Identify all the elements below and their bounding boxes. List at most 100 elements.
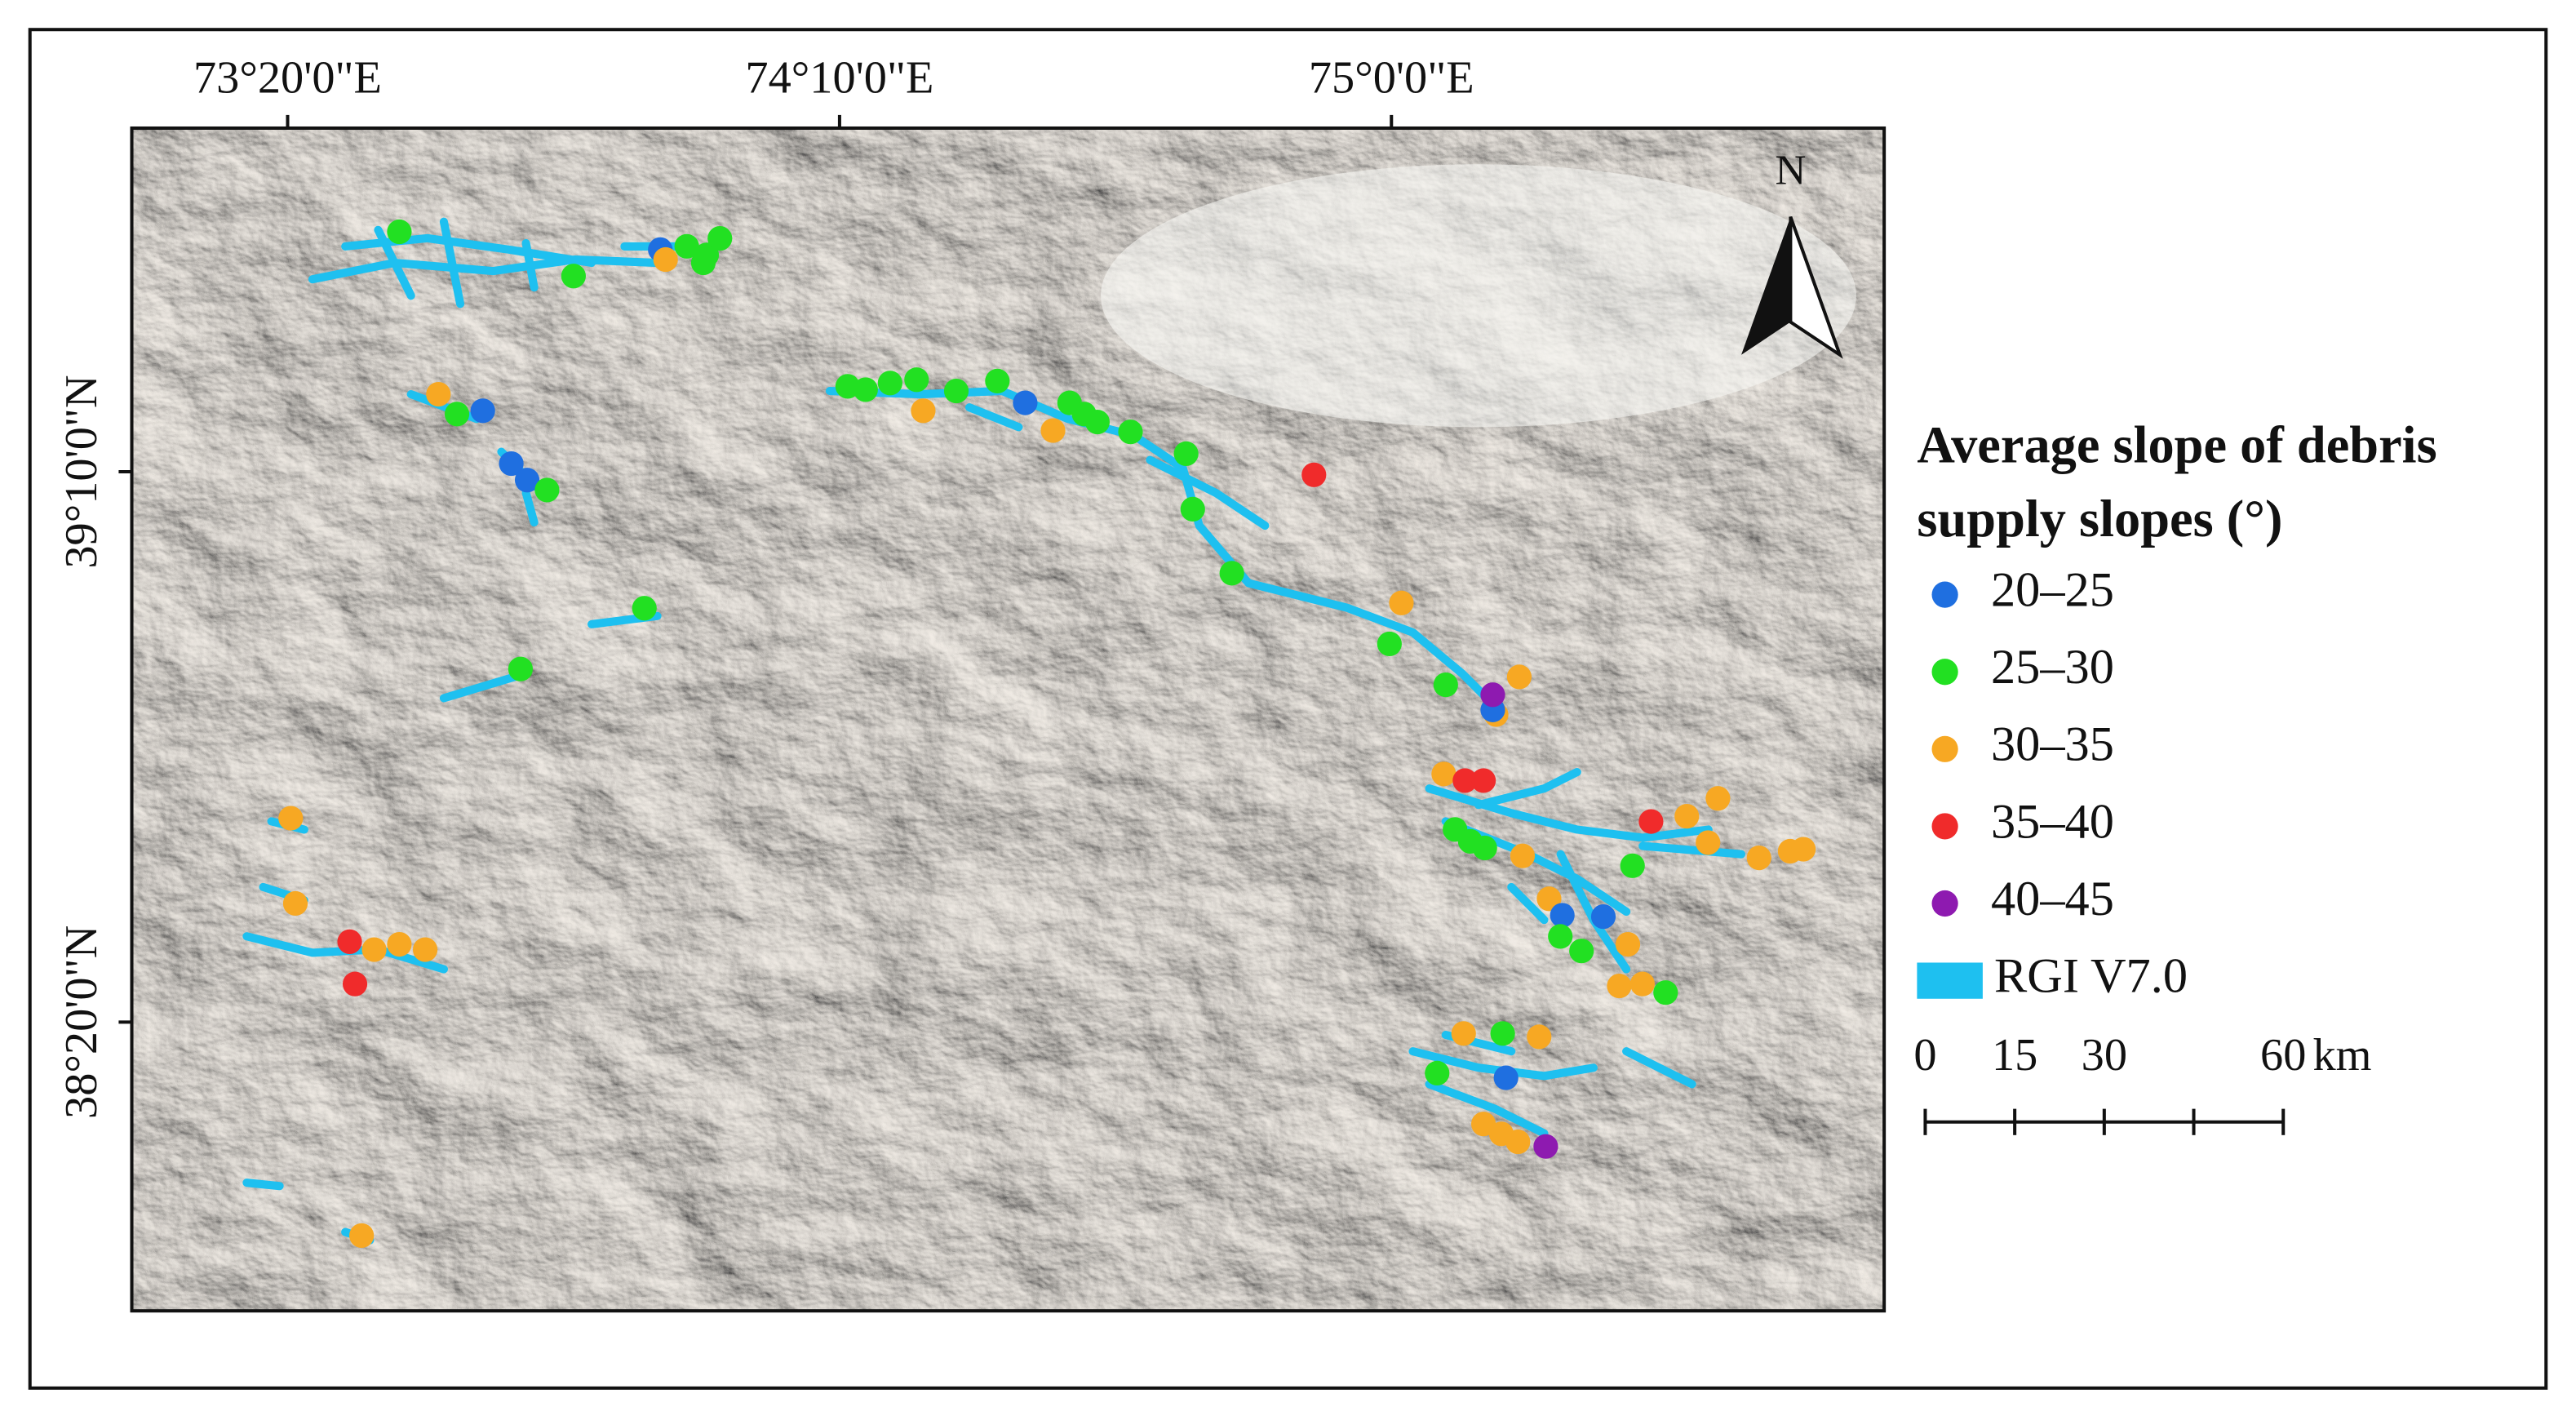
slope-point (877, 371, 902, 396)
slope-point (1118, 419, 1143, 445)
slope-point (561, 264, 586, 289)
legend-label: 40–45 (1991, 872, 2114, 926)
slope-point (1472, 835, 1497, 861)
north-label: N (1776, 146, 1807, 193)
legend: Average slope of debris supply slopes (°… (1917, 415, 2437, 1003)
slope-point (690, 250, 716, 276)
map-frame (130, 126, 1887, 1313)
slope-point (911, 398, 936, 424)
slope-point (1527, 1024, 1552, 1050)
slope-point (1506, 664, 1532, 690)
x-tick-label: 75°0'0"E (1309, 53, 1474, 104)
scale-label: 30 (2082, 1030, 2127, 1081)
slope-point (337, 929, 362, 954)
slope-point (943, 378, 969, 404)
slope-point (1493, 1065, 1519, 1090)
slope-point (1301, 462, 1327, 487)
scale-label: 60 (2260, 1030, 2306, 1081)
slope-point (1470, 768, 1496, 793)
slope-point (853, 377, 878, 402)
slope-point (904, 367, 929, 393)
slope-point (1451, 1021, 1476, 1046)
slope-point (499, 451, 524, 477)
slope-point (508, 656, 534, 681)
slope-point (470, 398, 495, 424)
slope-point (707, 226, 733, 251)
slope-point (1013, 390, 1038, 415)
slope-point (1433, 672, 1458, 698)
scale-unit: km (2312, 1030, 2371, 1081)
slope-point (1219, 561, 1244, 586)
slope-point (1791, 837, 1816, 862)
legend-swatch (1931, 581, 1958, 608)
slope-point (1490, 1021, 1515, 1046)
scale-label: 15 (1992, 1030, 2037, 1081)
slope-point (514, 468, 540, 493)
slope-point (387, 932, 412, 957)
slope-point (1452, 768, 1478, 793)
slope-point (1653, 980, 1678, 1005)
slope-point (1040, 418, 1066, 443)
slope-point (1705, 786, 1731, 811)
slope-point (1550, 903, 1575, 928)
slope-point (1425, 1060, 1450, 1085)
x-tick-label: 74°10'0"E (745, 53, 933, 104)
slope-point (1389, 590, 1414, 615)
legend-swatch (1931, 890, 1958, 917)
slope-point (1674, 804, 1700, 829)
slope-point (674, 233, 699, 259)
slope-point (387, 219, 412, 245)
y-tick-label: 38°20'0"N (56, 926, 107, 1119)
slope-point (282, 890, 308, 917)
x-tick-label: 73°20'0"E (193, 53, 382, 104)
slope-point (1505, 1129, 1531, 1155)
legend-label: RGI V7.0 (1994, 948, 2188, 1003)
legend-label: 30–35 (1991, 717, 2114, 772)
slope-point (278, 806, 304, 831)
legend-title: Average slope of debris (1917, 415, 2436, 473)
slope-point (342, 971, 368, 997)
slope-point (1431, 761, 1456, 787)
slope-point (349, 1223, 375, 1249)
slope-point (1590, 904, 1616, 930)
scale-label: 0 (1913, 1030, 1936, 1081)
legend-swatch (1931, 813, 1958, 840)
slope-point (1548, 924, 1573, 949)
slope-point (1746, 846, 1771, 871)
slope-point (412, 937, 438, 962)
slope-point (1084, 409, 1110, 435)
slope-point (1696, 830, 1721, 855)
legend-swatch (1931, 659, 1958, 686)
slope-point (1536, 886, 1562, 912)
slope-point (632, 596, 657, 621)
legend-swatch (1931, 735, 1958, 762)
slope-point (1480, 682, 1505, 708)
slope-point (653, 246, 678, 273)
slope-point (444, 402, 470, 427)
slope-point (1569, 939, 1594, 964)
y-tick-label: 39°10'0"N (56, 375, 107, 568)
scale-bar: 0 15 30 60 km (1913, 1030, 2371, 1135)
slope-point (534, 477, 560, 503)
legend-label: 25–30 (1991, 640, 2114, 695)
slope-point (1377, 631, 1402, 657)
legend-label: 20–25 (1991, 562, 2114, 617)
slope-point (1607, 973, 1632, 999)
points-layer (278, 219, 1816, 1249)
legend-title: supply slopes (°) (1917, 490, 2282, 548)
legend-label: 35–40 (1991, 794, 2114, 849)
slope-point (1620, 853, 1645, 878)
plain (1101, 164, 1856, 428)
slope-point (1533, 1134, 1558, 1159)
slope-point (1615, 932, 1641, 957)
slope-point (1638, 809, 1664, 834)
slope-point (985, 368, 1010, 393)
slope-point (1173, 441, 1199, 467)
slope-point (426, 381, 451, 407)
north-arrow: N (1741, 146, 1843, 359)
slope-point (361, 937, 387, 962)
legend-swatch (1917, 962, 1983, 999)
map-area (131, 127, 1885, 1312)
graticule-labels: 73°20'0"E 74°10'0"E 75°0'0"E 39°10'0"N 38°20… (56, 53, 1474, 1119)
